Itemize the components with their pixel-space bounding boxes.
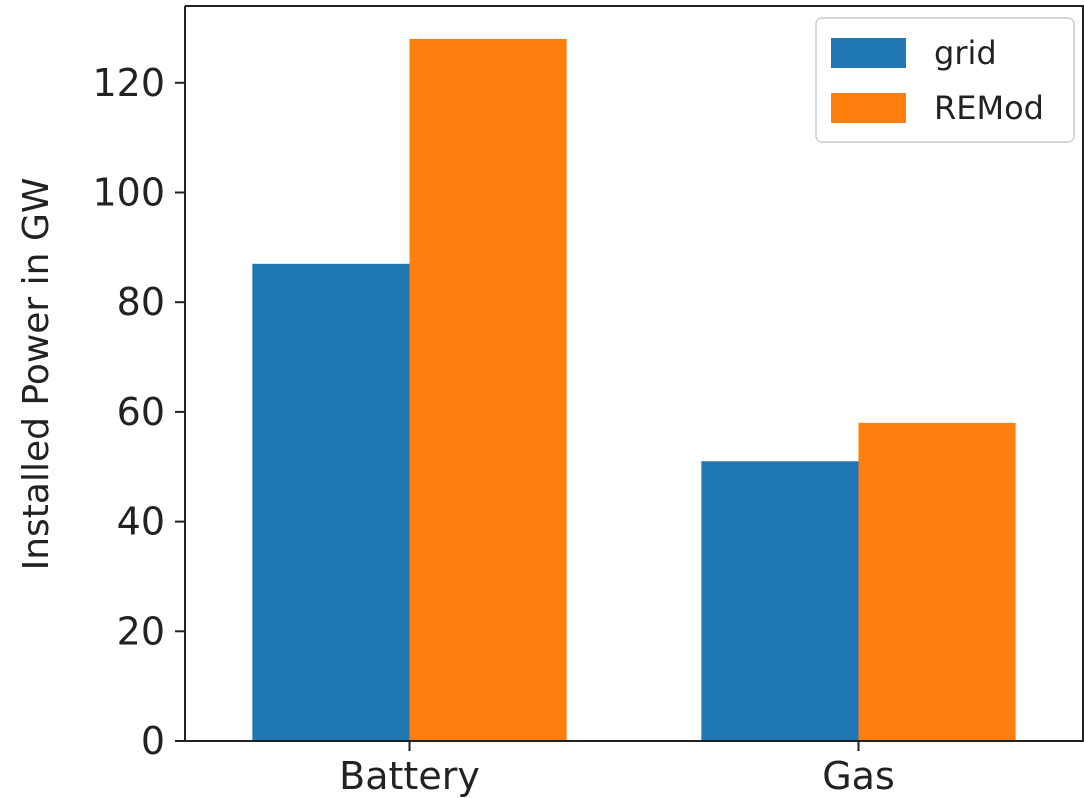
y-tick-label: 120 <box>92 61 165 105</box>
bar-remod-battery <box>409 38 567 741</box>
y-tick-label: 40 <box>117 500 165 544</box>
bars-layer <box>252 38 1016 741</box>
legend-swatch-grid <box>831 38 906 68</box>
x-tick-label-gas: Gas <box>822 754 895 798</box>
y-tick-label: 80 <box>117 280 165 324</box>
legend: grid REMod <box>815 17 1075 143</box>
x-tick-label-battery: Battery <box>339 754 480 798</box>
legend-swatch-remod <box>831 93 906 123</box>
bar-remod-gas <box>858 422 1016 741</box>
legend-label-remod: REMod <box>934 89 1044 127</box>
y-ticks: 0 20 40 60 80 100 120 <box>92 61 185 763</box>
y-tick-label: 100 <box>92 170 165 214</box>
y-tick-label: 20 <box>117 609 165 653</box>
y-tick-label: 0 <box>141 719 165 763</box>
x-ticks: Battery Gas <box>339 741 895 798</box>
y-tick-label: 60 <box>117 390 165 434</box>
bar-grid-gas <box>701 461 859 741</box>
bar-grid-battery <box>252 263 410 741</box>
axes-layer <box>184 5 1084 742</box>
legend-label-grid: grid <box>934 34 997 72</box>
y-axis-label: Installed Power in GW <box>16 178 57 571</box>
